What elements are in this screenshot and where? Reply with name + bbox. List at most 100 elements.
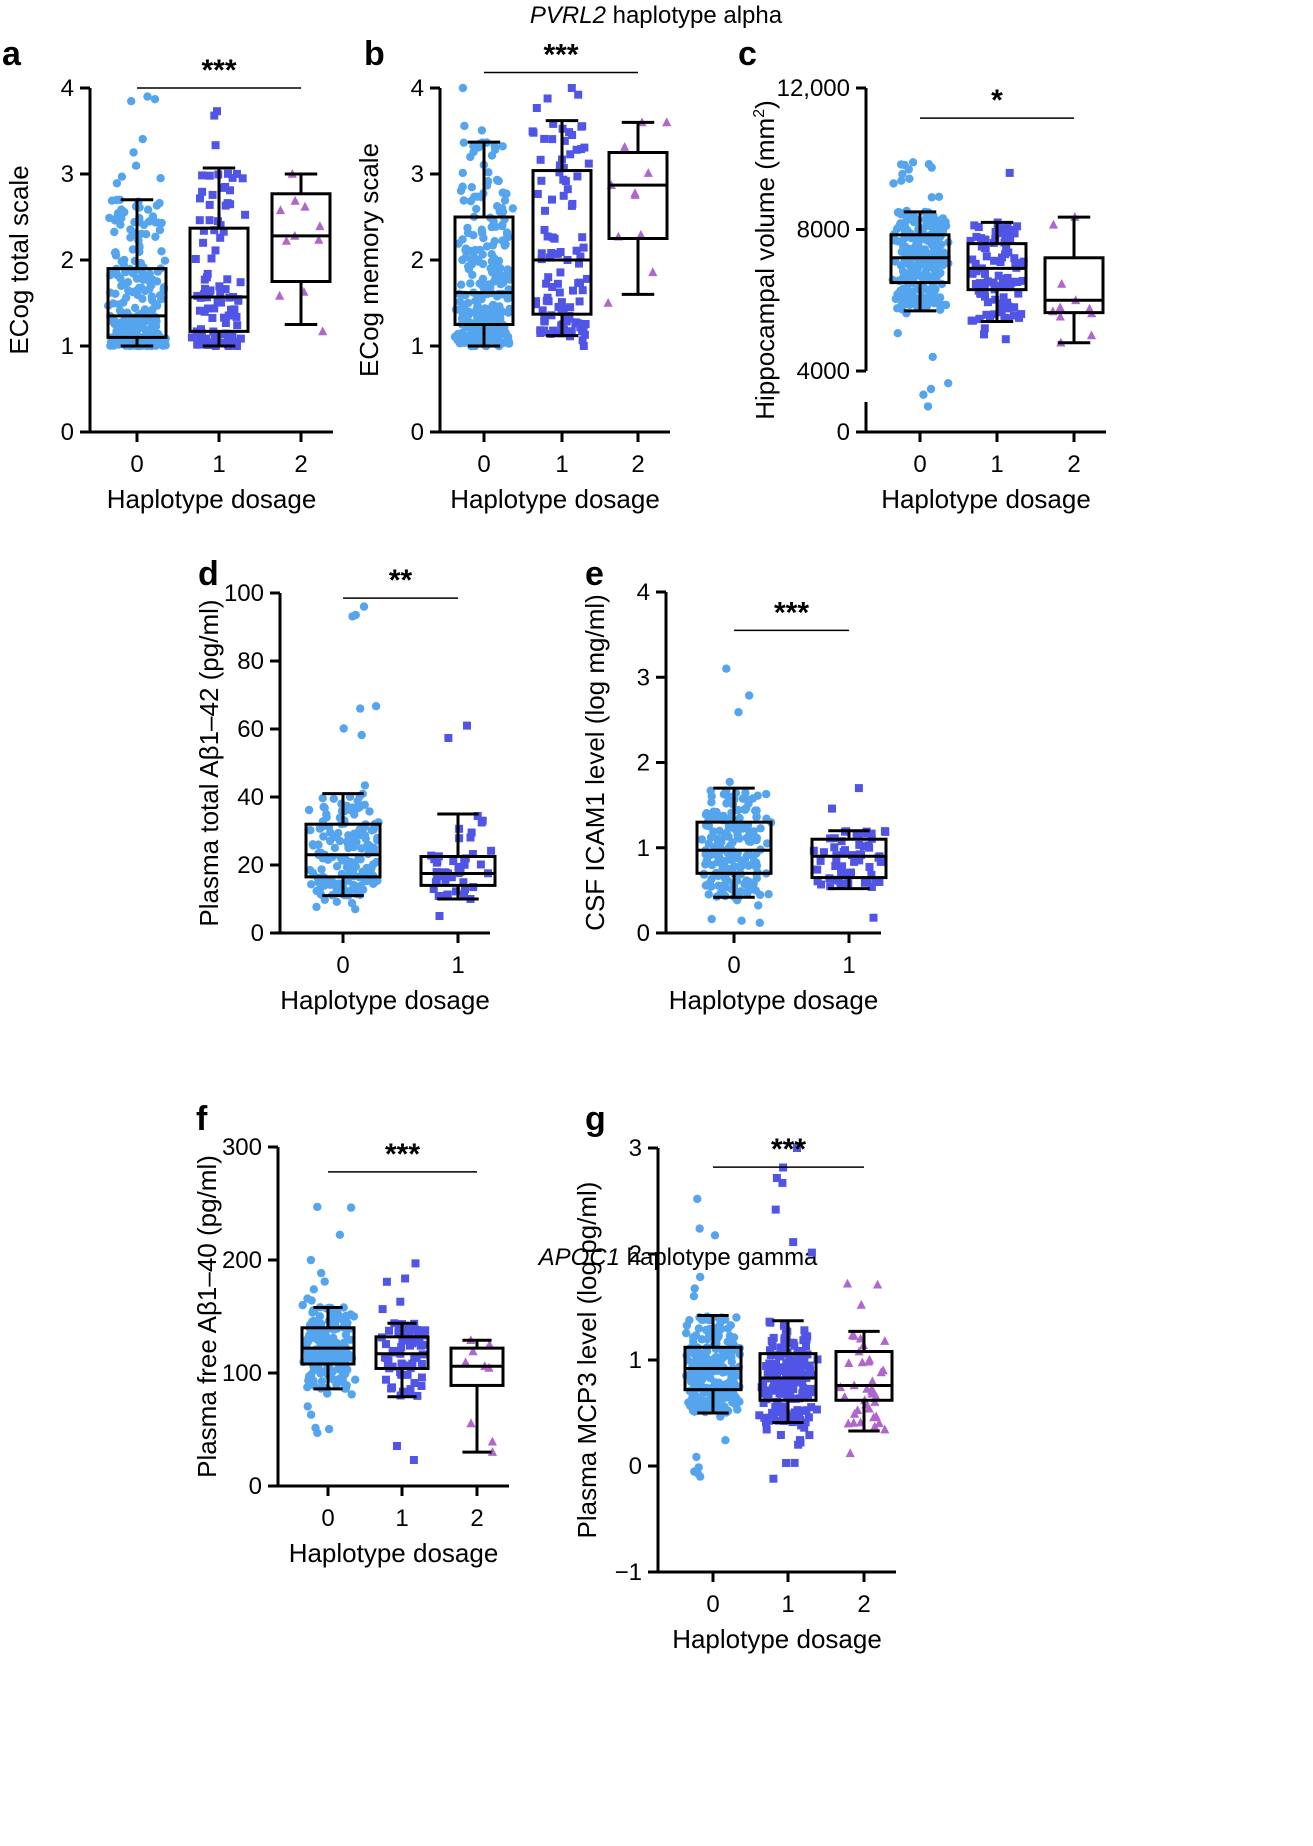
data-point xyxy=(855,856,864,865)
box-iqr xyxy=(270,192,332,283)
data-point xyxy=(468,1346,478,1356)
data-point xyxy=(323,1389,332,1398)
data-point xyxy=(317,1268,326,1278)
data-point xyxy=(706,786,715,795)
data-point xyxy=(563,185,572,194)
data-point xyxy=(126,225,135,234)
data-point xyxy=(478,228,487,238)
data-point xyxy=(566,303,575,312)
data-point xyxy=(498,142,507,151)
data-point xyxy=(444,734,453,742)
y-tick-label: 1 xyxy=(629,1347,642,1374)
y-tick-label: 0 xyxy=(61,419,74,446)
data-point xyxy=(150,95,160,104)
y-tick-label: 2 xyxy=(629,1241,642,1268)
box-1 xyxy=(758,1319,818,1425)
x-tick-label: 2 xyxy=(631,451,644,478)
x-axis-label: Haplotype dosage xyxy=(669,985,879,1015)
data-point xyxy=(1055,302,1065,312)
data-point xyxy=(396,1297,405,1306)
data-point xyxy=(107,317,117,326)
data-point xyxy=(902,216,911,225)
data-point xyxy=(309,1285,318,1294)
data-point xyxy=(990,256,999,265)
data-point xyxy=(579,243,588,252)
data-point xyxy=(143,205,153,214)
y-tick-label: 20 xyxy=(237,852,264,879)
x-tick-label: 0 xyxy=(477,451,490,478)
data-point xyxy=(124,286,133,295)
data-point xyxy=(968,255,977,264)
data-point xyxy=(982,252,991,261)
data-point xyxy=(463,721,471,730)
data-point xyxy=(926,384,936,394)
data-point xyxy=(567,84,576,92)
data-point xyxy=(798,1347,807,1355)
data-point xyxy=(735,813,744,823)
data-point xyxy=(687,1372,696,1381)
data-point xyxy=(388,1362,397,1371)
data-point xyxy=(541,206,549,215)
y-tick-label: 1 xyxy=(411,333,424,360)
data-point xyxy=(731,1393,740,1402)
data-point xyxy=(1003,221,1012,230)
data-point xyxy=(460,855,469,864)
data-point xyxy=(319,802,328,812)
data-point xyxy=(308,1317,317,1326)
data-point xyxy=(538,306,547,315)
data-point xyxy=(753,791,762,800)
data-point xyxy=(1001,335,1010,344)
data-point xyxy=(111,251,121,260)
data-point xyxy=(349,842,358,852)
data-point xyxy=(875,878,884,886)
data-point xyxy=(306,826,315,835)
panel-a: a 0 1 2 3 4 0 1 2 Haplotype dosage ECog total scal… xyxy=(2,35,333,514)
box-0 xyxy=(300,1305,356,1391)
data-point xyxy=(573,172,582,181)
data-point xyxy=(200,307,209,316)
data-point xyxy=(839,847,848,856)
data-point xyxy=(332,897,341,906)
data-point xyxy=(689,1292,699,1301)
data-point xyxy=(727,1357,736,1367)
data-point xyxy=(548,195,556,204)
data-point xyxy=(763,839,772,848)
data-point xyxy=(847,868,855,877)
data-point xyxy=(461,885,469,894)
box-0 xyxy=(304,792,382,898)
data-point xyxy=(752,813,761,822)
data-point xyxy=(346,1203,356,1212)
data-point xyxy=(797,1369,806,1378)
data-point xyxy=(211,246,220,255)
data-point xyxy=(487,250,496,259)
data-point xyxy=(491,145,500,154)
data-point xyxy=(715,826,724,836)
data-point xyxy=(543,232,552,241)
data-point xyxy=(220,313,228,322)
data-point xyxy=(813,865,822,874)
y-tick-label: 0 xyxy=(251,920,264,947)
data-point xyxy=(751,862,760,871)
data-point xyxy=(974,223,983,232)
panel-e: e 0 1 2 3 4 0 1 Haplotype dosage CSF ICAM1 level … xyxy=(580,555,890,1015)
data-point xyxy=(233,342,241,350)
data-point xyxy=(969,316,977,325)
y-tick-label: 12,000 xyxy=(777,75,850,102)
data-point xyxy=(982,310,991,319)
data-point xyxy=(620,142,630,151)
data-point xyxy=(893,237,903,246)
data-point xyxy=(760,1413,769,1422)
box-2 xyxy=(834,1329,894,1433)
data-point xyxy=(980,330,988,339)
data-point xyxy=(547,249,556,257)
data-point xyxy=(578,233,587,242)
data-point xyxy=(365,807,374,816)
data-point xyxy=(142,316,151,326)
data-point xyxy=(740,879,749,889)
data-point xyxy=(442,891,451,900)
data-point xyxy=(1014,289,1023,298)
data-point xyxy=(371,702,381,711)
data-point xyxy=(107,196,117,205)
data-point xyxy=(147,295,157,305)
data-point xyxy=(310,1307,319,1316)
